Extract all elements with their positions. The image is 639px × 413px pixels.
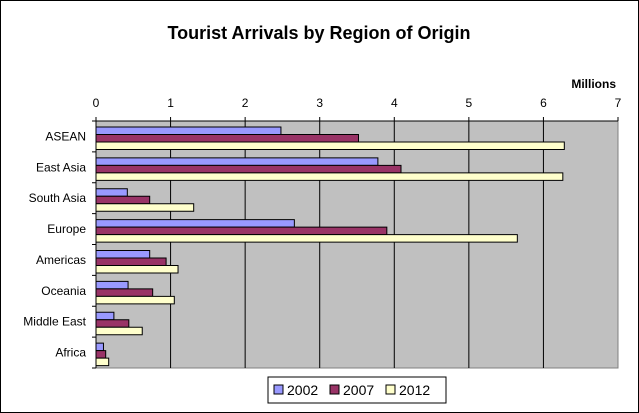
bar-2002-asean	[95, 126, 282, 135]
category-label: South Asia	[29, 191, 87, 205]
category-label: East Asia	[36, 160, 86, 174]
bar-2007-europe	[95, 226, 388, 236]
bar-2007-south-asia	[95, 195, 151, 205]
x-tick-label: 5	[466, 96, 473, 110]
bar-2002-africa	[95, 342, 104, 352]
legend-swatch-2002	[273, 384, 284, 395]
bar-2012-asean	[95, 141, 565, 150]
legend: 2002 2007 2012	[267, 376, 447, 404]
x-tick-label: 4	[391, 96, 398, 110]
legend-label-2007: 2007	[343, 382, 374, 398]
x-tick-label: 7	[615, 96, 622, 110]
x-tick-label: 3	[316, 96, 323, 110]
x-tick-label: 0	[93, 96, 100, 110]
x-tick-label: 6	[540, 96, 547, 110]
bar-2012-south-asia	[95, 203, 195, 212]
bar-2007-africa	[95, 350, 107, 359]
x-tick-label: 2	[242, 96, 249, 110]
bar-2012-east-asia	[95, 172, 564, 181]
legend-box	[267, 376, 447, 404]
bar-2007-east-asia	[95, 164, 402, 174]
category-label: Oceania	[41, 284, 86, 298]
x-tick-label: 1	[167, 96, 174, 110]
bar-2012-europe	[95, 234, 518, 243]
bar-2012-americas	[95, 265, 179, 274]
legend-label-2012: 2012	[399, 382, 430, 398]
bar-2012-oceania	[95, 295, 175, 305]
bar-2002-americas	[95, 250, 151, 259]
category-label: Middle East	[23, 315, 86, 329]
bar-2002-middle-east	[95, 311, 115, 321]
bar-2002-south-asia	[95, 188, 128, 197]
bar-2007-oceania	[95, 288, 154, 297]
bar-2012-africa	[95, 357, 110, 367]
plot-area: 0 1 2 3 4 5 6 7 ASEAN East Asia South Asia Europe Am…	[23, 96, 622, 369]
bar-2007-asean	[95, 134, 359, 143]
category-label: Europe	[47, 222, 86, 236]
chart-title: Tourist Arrivals by Region of Origin	[167, 23, 470, 43]
legend-swatch-2007	[329, 384, 340, 395]
bar-2002-europe	[95, 219, 295, 228]
bar-2002-east-asia	[95, 157, 379, 166]
bar-2007-middle-east	[95, 319, 130, 328]
category-label: Americas	[36, 253, 86, 267]
category-label: Africa	[55, 346, 86, 360]
bar-2002-oceania	[95, 280, 129, 290]
bar-2012-middle-east	[95, 326, 143, 336]
category-label: ASEAN	[45, 129, 86, 143]
legend-swatch-2012	[385, 384, 396, 395]
unit-label: Millions	[571, 77, 616, 91]
bar-2007-americas	[95, 257, 167, 266]
legend-label-2002: 2002	[287, 382, 318, 398]
